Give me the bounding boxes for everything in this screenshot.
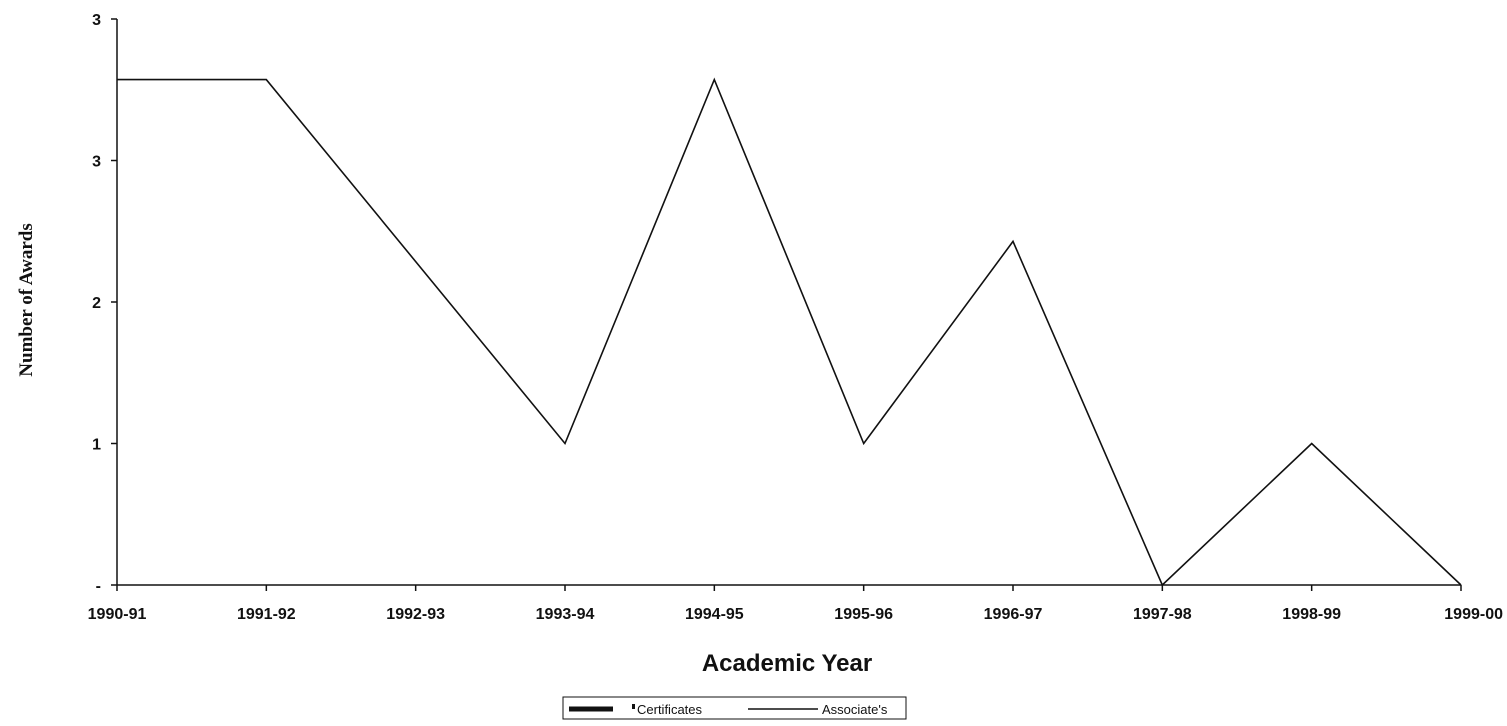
x-tick-label: 1997-98 [1133,606,1192,623]
series-line-associate-s [117,77,1462,587]
legend-label-certificates: Certificates [637,702,703,717]
x-tick-label: 1996-97 [984,606,1043,623]
x-tick-label: 1992-93 [386,606,445,623]
y-tick-label: 2 [92,295,101,312]
legend-label-associates: Associate's [822,702,888,717]
x-axis: 1990-91 1991-92 1992-93 1993-94 1994-95 1995-… [88,584,1503,623]
y-tick-label: - [96,578,101,595]
x-tick-label: 1995-96 [834,606,893,623]
legend-marker-certificates [632,704,635,709]
y-tick-label: 1 [92,437,101,454]
x-tick-label: 1993-94 [536,606,595,623]
legend: Certificates Associate's [562,696,907,720]
x-tick-label: 1991-92 [237,606,296,623]
x-tick-label: 1998-99 [1282,606,1341,623]
y-tick-label: 3 [92,12,101,29]
x-tick-label: 1999-00 [1444,606,1503,623]
y-tick-label: 3 [92,154,101,171]
x-axis-title: Academic Year [702,650,872,677]
series-lines [117,77,1462,587]
y-axis-title: Number of Awards [16,223,37,376]
legend-box [562,696,907,720]
y-axis: - 1 2 3 3 [92,12,118,595]
x-tick-label: 1994-95 [685,606,744,623]
x-tick-label: 1990-91 [88,606,147,623]
